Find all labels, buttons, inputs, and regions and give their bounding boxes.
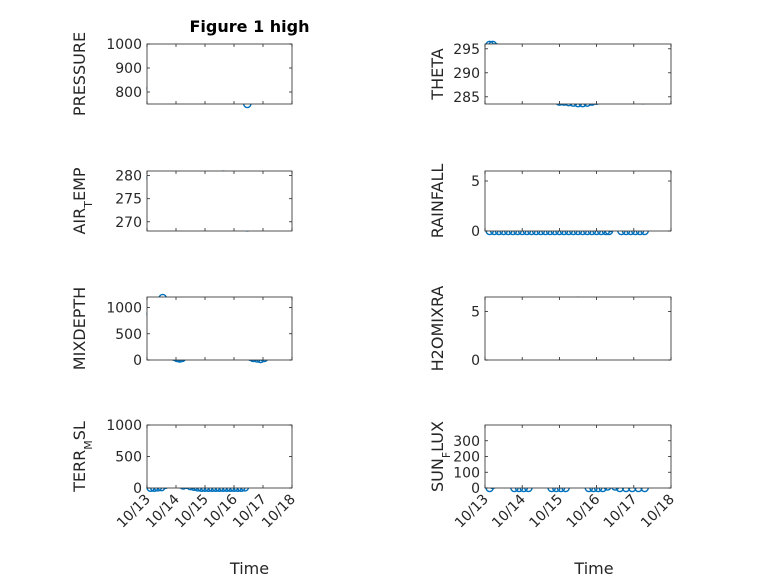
y-tick-label: 290 <box>453 66 480 82</box>
y-axis-label: SUNFLUX <box>428 421 453 492</box>
x-tick-label: 10/14 <box>489 491 529 531</box>
y-tick-label: 200 <box>453 450 480 466</box>
axes-box <box>484 296 672 361</box>
y-axis-label: H2OMIXRA <box>428 286 447 372</box>
y-tick-label: 100 <box>453 465 480 481</box>
y-axis-label: MIXDEPTH <box>70 287 89 370</box>
y-tick-label: 295 <box>453 42 480 58</box>
x-axis-label: Time <box>229 559 269 578</box>
y-axis-label: RAINFALL <box>428 164 447 239</box>
y-axis-label: THETA <box>428 48 447 100</box>
axes-box <box>146 424 293 489</box>
x-tick-label: 10/17 <box>601 492 641 532</box>
subplot-theta: 285 290 295 THETA <box>428 40 672 108</box>
axes-box <box>146 43 293 105</box>
x-tick-label: 10/18 <box>638 492 678 532</box>
y-tick-label: 500 <box>115 450 142 466</box>
subplot-terr-msl: 0500100010/1310/1410/1510/1610/1710/18TE… <box>70 418 299 578</box>
y-tick-label: 900 <box>115 61 142 77</box>
y-tick-label: 0 <box>133 353 142 369</box>
y-tick-label: 5 <box>471 305 480 321</box>
y-tick-label: 800 <box>115 85 142 101</box>
y-tick-label: 300 <box>453 434 480 450</box>
y-axis-label: TERRMSL <box>70 421 95 493</box>
y-tick-label: 0 <box>133 481 142 497</box>
y-tick-label: 270 <box>115 215 142 231</box>
subplot-rainfall: 0 5 RAINFALL <box>428 164 672 240</box>
y-tick-label: 275 <box>115 192 142 208</box>
subplot-air-temp: 270 275 280 AIRTEMP <box>70 167 293 235</box>
y-tick-label: 0 <box>471 224 480 240</box>
y-tick-label: 280 <box>115 169 142 185</box>
y-axis-label: PRESSURE <box>70 32 89 116</box>
y-tick-label: 285 <box>453 90 480 106</box>
subplot-mixdepth: 0 500 1000 MIXDEPTH <box>70 287 293 370</box>
x-axis-label: Time <box>573 559 613 578</box>
y-tick-label: 5 <box>471 174 480 190</box>
x-tick-label: 10/15 <box>526 492 566 532</box>
axes-box <box>484 424 672 489</box>
subplot-pressure: 800 900 1000 PRESSURE Figure 1 high <box>70 17 310 116</box>
y-tick-label: 500 <box>115 327 142 343</box>
y-tick-label: 1000 <box>106 37 142 53</box>
x-tick-label: 10/13 <box>452 492 492 532</box>
axes-box <box>146 296 293 361</box>
axes-box <box>146 170 293 232</box>
y-tick-label: 1000 <box>106 418 142 434</box>
subplot-h2omixra: 0 5 H2OMIXRA <box>428 286 672 372</box>
x-tick-label: 10/18 <box>259 492 299 532</box>
y-tick-label: 0 <box>471 353 480 369</box>
axes-box <box>484 43 672 105</box>
x-tick-label: 10/16 <box>564 491 604 531</box>
axes-box <box>484 170 672 232</box>
y-tick-label: 1000 <box>106 301 142 317</box>
y-tick-label: 0 <box>471 481 480 497</box>
y-axis-label: AIRTEMP <box>70 167 95 234</box>
figure-title: Figure 1 high <box>190 17 310 36</box>
